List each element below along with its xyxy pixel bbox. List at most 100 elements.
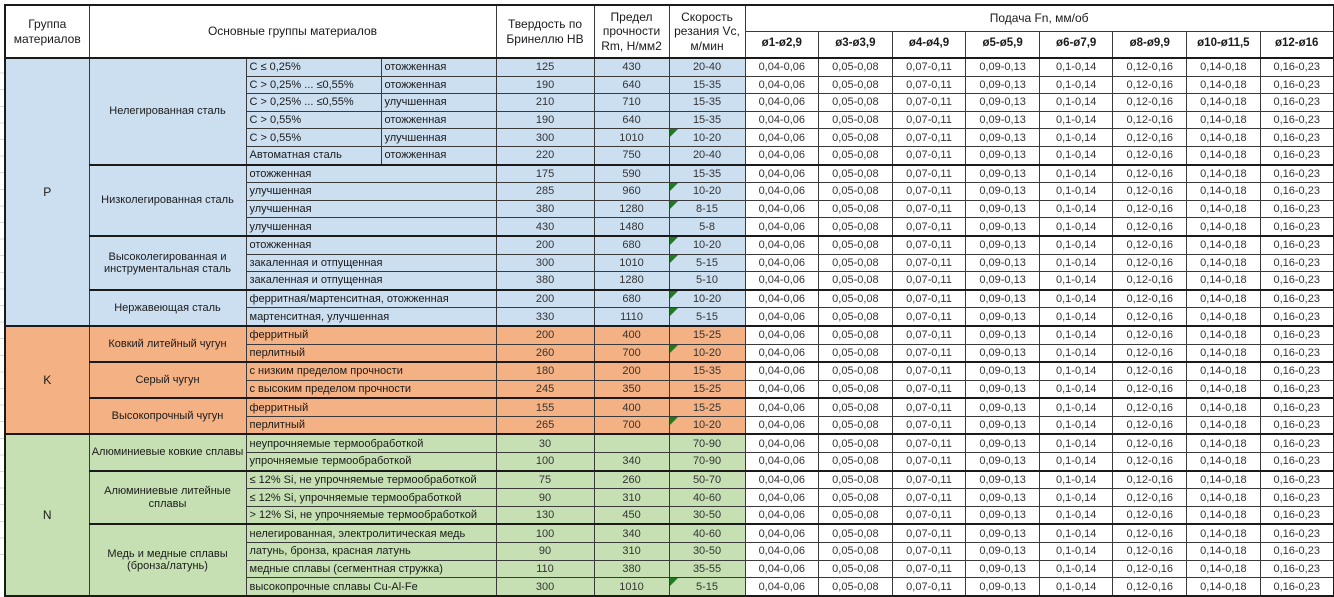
feed-value-cell: 0,16-0,23 — [1259, 452, 1334, 472]
feed-value-cell: 0,16-0,23 — [1259, 379, 1334, 399]
feed-value-cell: 0,07-0,11 — [891, 288, 967, 309]
strength-cell: 260 — [593, 469, 670, 490]
material-condition-cell: C ≤ 0,25% — [245, 56, 382, 77]
hardness-cell: 175 — [495, 163, 595, 184]
feed-value-cell: 0,04-0,06 — [744, 433, 820, 454]
cutting-speed-cell: 40-60 — [668, 523, 746, 544]
feed-value-cell: 0,05-0,08 — [818, 110, 893, 130]
feed-value-cell: 0,12-0,16 — [1112, 379, 1188, 399]
feed-value-cell: 0,16-0,23 — [1259, 324, 1334, 345]
material-desc-cell: улучшенная — [245, 199, 497, 219]
hardness-cell: 90 — [495, 488, 595, 507]
feed-value-cell: 0,04-0,06 — [744, 271, 820, 291]
feed-value-cell: 0,09-0,13 — [965, 217, 1040, 237]
feed-value-cell: 0,04-0,06 — [744, 415, 820, 435]
green-corner-marker-icon — [670, 129, 678, 138]
feed-value-cell: 0,16-0,23 — [1259, 433, 1334, 454]
feed-value-cell: 0,05-0,08 — [818, 307, 893, 327]
material-desc-cell: закаленная и отпущенная — [245, 271, 497, 291]
cutting-speed-cell: 70-90 — [668, 433, 746, 454]
hardness-cell: 265 — [495, 415, 595, 435]
feed-value-cell: 0,16-0,23 — [1259, 488, 1334, 507]
hardness-cell: 380 — [495, 271, 595, 291]
feed-value-cell: 0,07-0,11 — [891, 307, 967, 327]
feed-value-cell: 0,09-0,13 — [965, 452, 1040, 472]
cutting-speed-cell: 15-35 — [668, 110, 746, 130]
material-condition-cell: C > 0,25% ... ≤0,55% — [245, 75, 382, 95]
feed-value-cell: 0,14-0,18 — [1186, 343, 1261, 363]
strength-cell: 310 — [593, 488, 670, 507]
feed-value-cell: 0,14-0,18 — [1186, 469, 1261, 490]
feed-value-cell: 0,16-0,23 — [1259, 163, 1334, 184]
feed-value-cell: 0,05-0,08 — [818, 217, 893, 237]
material-condition-cell: C > 0,55% — [245, 128, 382, 147]
feed-value-cell: 0,05-0,08 — [818, 343, 893, 363]
group-code-cell: N — [4, 433, 90, 597]
strength-cell: 1110 — [593, 307, 670, 327]
feed-value-cell: 0,07-0,11 — [891, 182, 967, 201]
feed-value-cell: 0,05-0,08 — [818, 163, 893, 184]
feed-value-cell: 0,05-0,08 — [818, 379, 893, 399]
strength-cell: 700 — [593, 415, 670, 435]
feed-value-cell: 0,14-0,18 — [1186, 75, 1261, 95]
strength-cell: 1010 — [593, 128, 670, 147]
feed-value-cell: 0,14-0,18 — [1186, 379, 1261, 399]
feed-value-cell: 0,07-0,11 — [891, 110, 967, 130]
feed-value-cell: 0,04-0,06 — [744, 469, 820, 490]
feed-value-cell: 0,04-0,06 — [744, 182, 820, 201]
feed-value-cell: 0,04-0,06 — [744, 145, 820, 166]
section-name-cell: Низколегированная сталь — [88, 163, 247, 237]
hardness-cell: 210 — [495, 93, 595, 112]
hardness-cell: 330 — [495, 307, 595, 327]
excel-gridline-gutter-left — [0, 57, 4, 557]
feed-value-cell: 0,14-0,18 — [1186, 505, 1261, 525]
feed-value-cell: 0,16-0,23 — [1259, 75, 1334, 95]
feed-value-cell: 0,05-0,08 — [818, 415, 893, 435]
feed-value-cell: 0,14-0,18 — [1186, 415, 1261, 435]
section-name-cell: Высоколегированная и инструментальная ст… — [88, 234, 247, 291]
feed-value-cell: 0,1-0,14 — [1038, 505, 1114, 525]
strength-cell: 400 — [593, 397, 670, 417]
feed-value-cell: 0,12-0,16 — [1112, 307, 1188, 327]
feed-value-cell: 0,1-0,14 — [1038, 199, 1114, 219]
feed-value-cell: 0,05-0,08 — [818, 145, 893, 166]
feed-value-cell: 0,16-0,23 — [1259, 415, 1334, 435]
feed-value-cell: 0,14-0,18 — [1186, 163, 1261, 184]
feed-value-cell: 0,07-0,11 — [891, 469, 967, 490]
feed-value-cell: 0,1-0,14 — [1038, 234, 1114, 255]
feed-value-cell: 0,07-0,11 — [891, 128, 967, 147]
feed-value-cell: 0,1-0,14 — [1038, 163, 1114, 184]
cutting-speed-cell: 40-60 — [668, 488, 746, 507]
feed-value-cell: 0,16-0,23 — [1259, 182, 1334, 201]
feed-value-cell: 0,1-0,14 — [1038, 56, 1114, 77]
header-feed-diameter: ø4-ø4,9 — [891, 30, 967, 59]
feed-value-cell: 0,09-0,13 — [965, 415, 1040, 435]
feed-value-cell: 0,1-0,14 — [1038, 182, 1114, 201]
feed-value-cell: 0,14-0,18 — [1186, 217, 1261, 237]
feed-value-cell: 0,16-0,23 — [1259, 577, 1334, 597]
feed-value-cell: 0,04-0,06 — [744, 361, 820, 381]
feed-value-cell: 0,07-0,11 — [891, 217, 967, 237]
material-desc-cell: ферритный — [245, 324, 497, 345]
feed-value-cell: 0,12-0,16 — [1112, 469, 1188, 490]
feed-value-cell: 0,04-0,06 — [744, 163, 820, 184]
feed-value-cell: 0,07-0,11 — [891, 505, 967, 525]
feed-value-cell: 0,07-0,11 — [891, 234, 967, 255]
section-name-cell: Алюминиевые ковкие сплавы — [88, 433, 247, 472]
feed-value-cell: 0,04-0,06 — [744, 288, 820, 309]
feed-value-cell: 0,09-0,13 — [965, 488, 1040, 507]
feed-value-cell: 0,09-0,13 — [965, 307, 1040, 327]
feed-value-cell: 0,09-0,13 — [965, 56, 1040, 77]
feed-value-cell: 0,09-0,13 — [965, 343, 1040, 363]
feed-value-cell: 0,04-0,06 — [744, 110, 820, 130]
feed-value-cell: 0,16-0,23 — [1259, 271, 1334, 291]
feed-value-cell: 0,14-0,18 — [1186, 361, 1261, 381]
feed-value-cell: 0,16-0,23 — [1259, 199, 1334, 219]
strength-cell: 400 — [593, 324, 670, 345]
feed-value-cell: 0,09-0,13 — [965, 523, 1040, 544]
feed-value-cell: 0,04-0,06 — [744, 307, 820, 327]
feed-value-cell: 0,07-0,11 — [891, 361, 967, 381]
hardness-cell: 180 — [495, 361, 595, 381]
material-desc-cell: с низким пределом прочности — [245, 361, 497, 381]
feed-value-cell: 0,14-0,18 — [1186, 324, 1261, 345]
